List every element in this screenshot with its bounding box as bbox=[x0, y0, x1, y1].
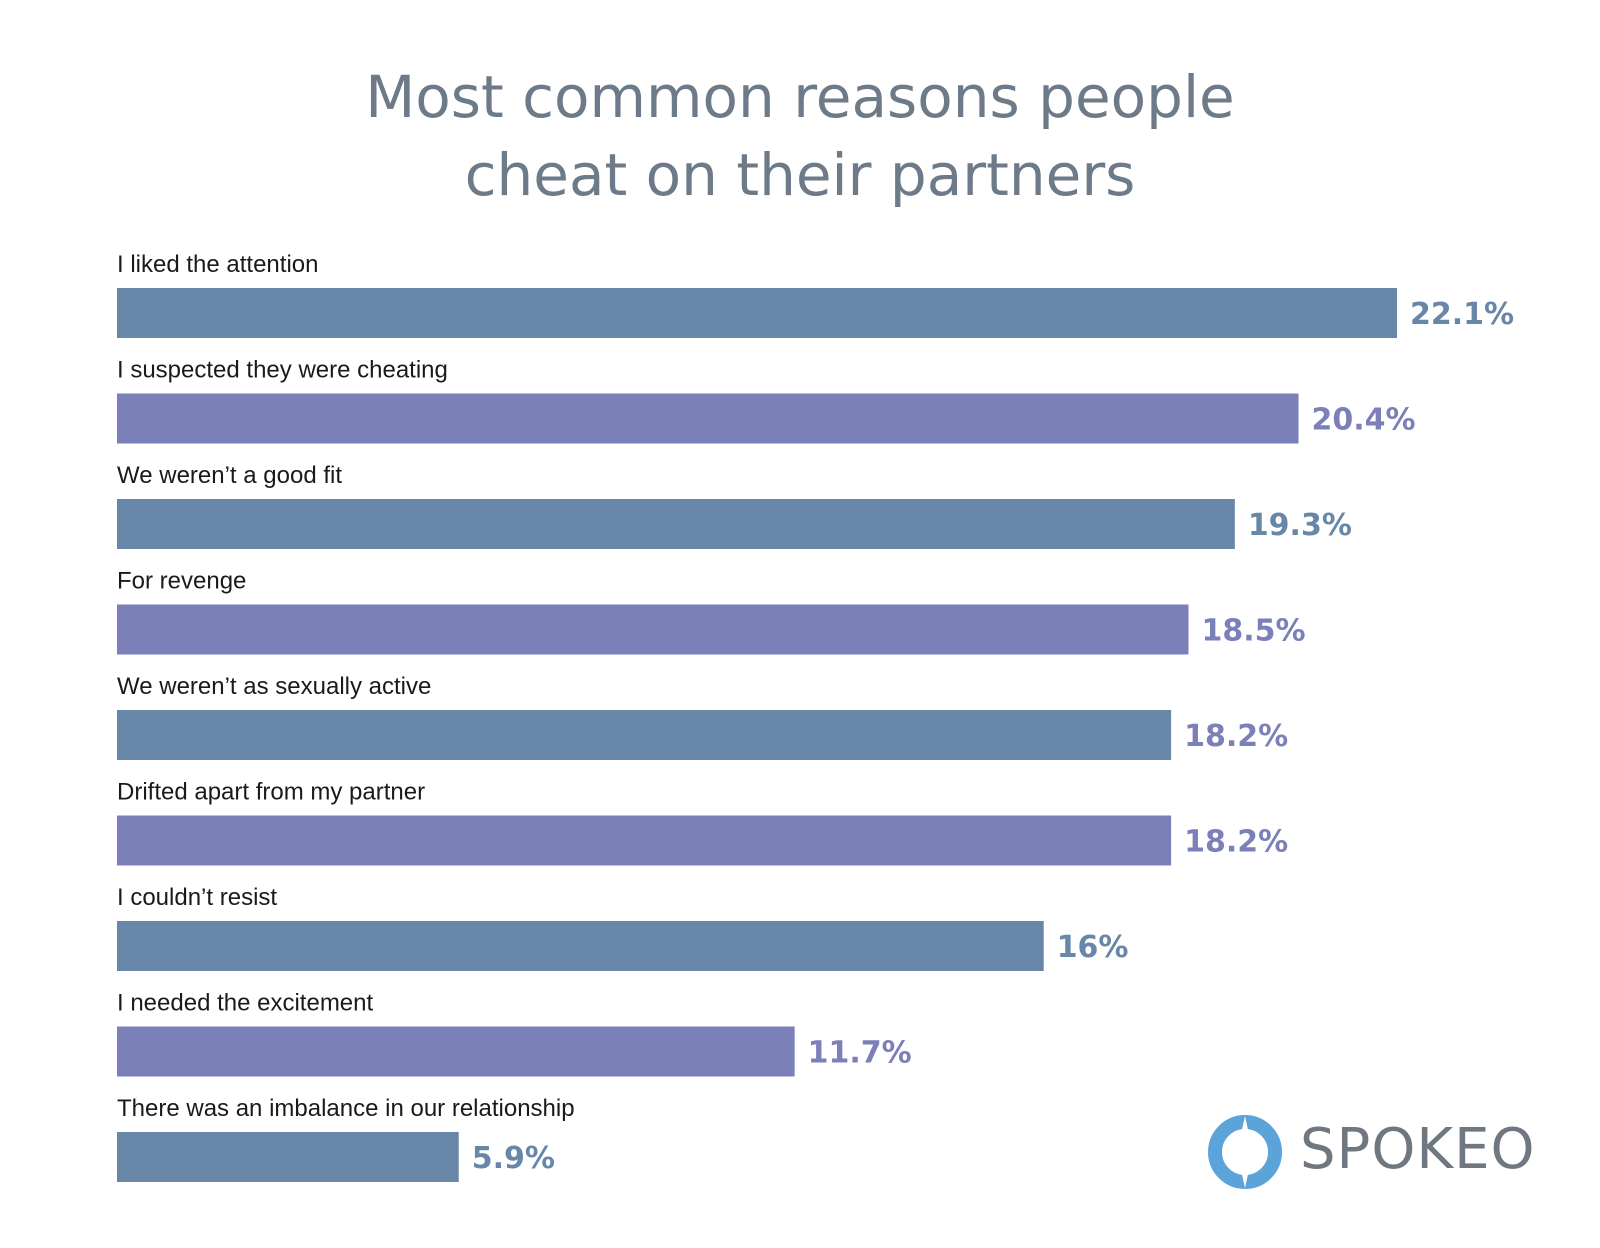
bar bbox=[117, 393, 1299, 444]
bar bbox=[117, 499, 1235, 549]
spokeo-logo-icon bbox=[1208, 1115, 1282, 1189]
chart-title-line-2: cheat on their partners bbox=[464, 141, 1136, 209]
chart-title-line-1: Most common reasons people bbox=[365, 63, 1235, 131]
value-label: 18.2% bbox=[1184, 719, 1288, 754]
value-label: 20.4% bbox=[1312, 403, 1416, 438]
category-label: I liked the attention bbox=[117, 251, 318, 278]
bar bbox=[117, 815, 1172, 866]
spokeo-logo: SPOKEO bbox=[1205, 1112, 1545, 1192]
bar bbox=[117, 288, 1397, 338]
category-label: I needed the excitement bbox=[117, 990, 374, 1017]
category-label: I suspected they were cheating bbox=[117, 357, 448, 384]
value-label: 19.3% bbox=[1248, 508, 1352, 543]
category-label: For revenge bbox=[117, 568, 246, 595]
chart-title: Most common reasons people cheat on thei… bbox=[0, 58, 1600, 214]
bar bbox=[117, 1026, 795, 1077]
bar bbox=[117, 1132, 459, 1182]
category-label: I couldn’t resist bbox=[117, 884, 277, 911]
bar bbox=[117, 921, 1044, 971]
spokeo-logo-text: SPOKEO bbox=[1300, 1117, 1536, 1182]
value-label: 11.7% bbox=[808, 1036, 912, 1071]
value-label: 18.2% bbox=[1184, 825, 1288, 860]
category-label: We weren’t a good fit bbox=[117, 462, 342, 489]
value-label: 22.1% bbox=[1410, 297, 1514, 332]
value-label: 5.9% bbox=[472, 1141, 555, 1176]
category-label: There was an imbalance in our relationsh… bbox=[117, 1095, 575, 1122]
bar bbox=[117, 710, 1172, 760]
category-label: We weren’t as sexually active bbox=[117, 673, 431, 700]
category-label: Drifted apart from my partner bbox=[117, 779, 425, 806]
value-label: 18.5% bbox=[1201, 614, 1305, 649]
value-label: 16% bbox=[1057, 930, 1129, 965]
bar bbox=[117, 604, 1189, 655]
